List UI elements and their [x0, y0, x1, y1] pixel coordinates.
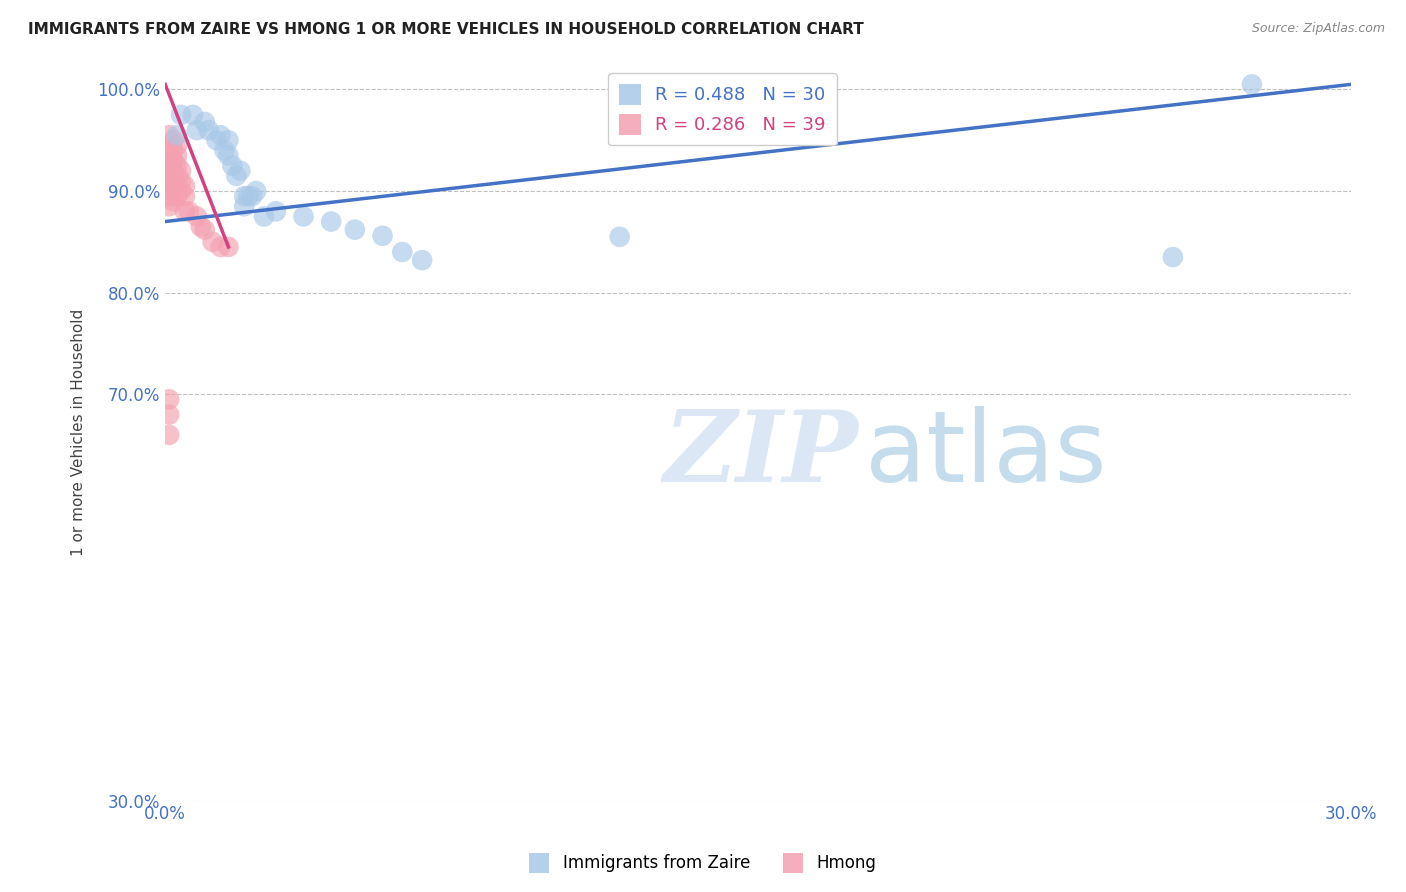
Point — [166, 159, 188, 173]
Point — [166, 148, 188, 162]
Point — [166, 169, 188, 183]
Point — [174, 189, 197, 203]
Point — [221, 159, 243, 173]
Text: IMMIGRANTS FROM ZAIRE VS HMONG 1 OR MORE VEHICLES IN HOUSEHOLD CORRELATION CHART: IMMIGRANTS FROM ZAIRE VS HMONG 1 OR MORE… — [28, 22, 863, 37]
Point — [157, 128, 180, 143]
Point — [166, 178, 188, 193]
Point — [343, 222, 366, 236]
Point — [157, 174, 180, 188]
Point — [162, 144, 184, 158]
Point — [162, 163, 184, 178]
Point — [170, 108, 193, 122]
Point — [170, 184, 193, 198]
Point — [157, 148, 180, 162]
Point — [174, 204, 197, 219]
Point — [233, 199, 256, 213]
Point — [1240, 78, 1263, 92]
Point — [170, 174, 193, 188]
Legend: Immigrants from Zaire, Hmong: Immigrants from Zaire, Hmong — [523, 847, 883, 880]
Point — [391, 245, 413, 260]
Point — [190, 219, 212, 234]
Point — [225, 169, 247, 183]
Point — [162, 184, 184, 198]
Point — [162, 153, 184, 168]
Point — [157, 163, 180, 178]
Point — [209, 128, 232, 143]
Point — [157, 169, 180, 183]
Point — [166, 138, 188, 153]
Point — [229, 163, 252, 178]
Point — [170, 163, 193, 178]
Point — [162, 194, 184, 209]
Point — [217, 240, 239, 254]
Point — [238, 189, 260, 203]
Point — [217, 133, 239, 147]
Text: Source: ZipAtlas.com: Source: ZipAtlas.com — [1251, 22, 1385, 36]
Point — [157, 199, 180, 213]
Point — [264, 204, 287, 219]
Text: atlas: atlas — [865, 406, 1107, 503]
Point — [201, 235, 224, 249]
Point — [166, 128, 188, 143]
Point — [186, 210, 208, 224]
Point — [245, 184, 267, 198]
Point — [157, 408, 180, 422]
Point — [162, 133, 184, 147]
Text: ZIP: ZIP — [664, 406, 858, 503]
Point — [1161, 250, 1184, 264]
Point — [205, 133, 228, 147]
Point — [157, 178, 180, 193]
Point — [233, 189, 256, 203]
Y-axis label: 1 or more Vehicles in Household: 1 or more Vehicles in Household — [72, 309, 86, 556]
Point — [166, 189, 188, 203]
Point — [162, 174, 184, 188]
Point — [240, 189, 263, 203]
Point — [371, 228, 394, 243]
Point — [321, 214, 343, 228]
Point — [186, 123, 208, 137]
Point — [174, 178, 197, 193]
Point — [157, 159, 180, 173]
Point — [411, 253, 433, 268]
Point — [217, 148, 239, 162]
Point — [194, 222, 217, 236]
Point — [253, 210, 276, 224]
Point — [181, 108, 204, 122]
Point — [157, 189, 180, 203]
Point — [209, 240, 232, 254]
Point — [292, 210, 315, 224]
Legend: R = 0.488   N = 30, R = 0.286   N = 39: R = 0.488 N = 30, R = 0.286 N = 39 — [609, 73, 837, 145]
Point — [157, 392, 180, 407]
Point — [609, 229, 631, 244]
Point — [197, 123, 219, 137]
Point — [157, 138, 180, 153]
Point — [177, 204, 200, 219]
Point — [214, 144, 236, 158]
Point — [194, 115, 217, 129]
Point — [157, 428, 180, 442]
